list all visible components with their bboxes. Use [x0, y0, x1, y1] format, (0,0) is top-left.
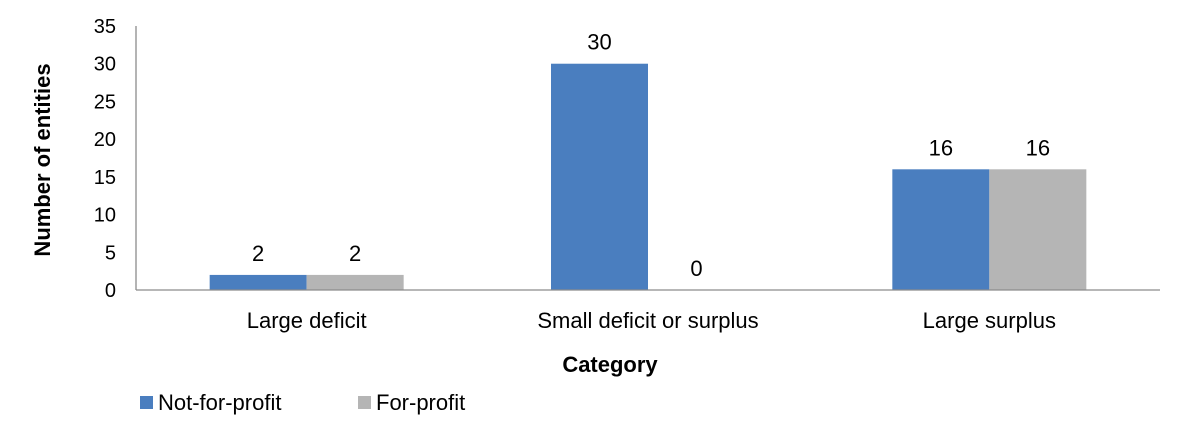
plot-area: 2 2 30 0 16 16 — [209, 30, 1087, 290]
x-axis-category-labels: Large deficit Small deficit or surplus Lar… — [247, 308, 1056, 333]
y-axis-title: Number of entities — [30, 63, 55, 256]
legend-label: Not-for-profit — [158, 390, 281, 415]
y-tick-label: 20 — [94, 129, 116, 151]
x-category-label: Small deficit or surplus — [537, 308, 758, 333]
data-label: 2 — [349, 241, 361, 266]
data-label: 0 — [690, 256, 702, 281]
x-category-label: Large surplus — [923, 308, 1056, 333]
bar — [989, 169, 1087, 290]
y-tick-label: 5 — [105, 242, 116, 264]
bar — [209, 274, 307, 290]
data-label: 2 — [252, 241, 264, 266]
y-tick-label: 25 — [94, 91, 116, 113]
data-label: 16 — [929, 135, 953, 160]
x-axis-title: Category — [562, 352, 658, 377]
bar — [306, 274, 404, 290]
y-tick-label: 30 — [94, 54, 116, 76]
x-category-label: Large deficit — [247, 308, 367, 333]
legend-swatch — [140, 396, 153, 409]
data-label: 16 — [1026, 135, 1050, 160]
y-tick-label: 10 — [94, 205, 116, 227]
y-axis-ticks: 0 5 10 15 20 25 30 35 — [94, 16, 116, 302]
legend-swatch — [358, 396, 371, 409]
data-label: 30 — [587, 30, 611, 55]
legend: Not-for-profit For-profit — [140, 390, 465, 415]
bar — [892, 169, 990, 290]
bar — [551, 63, 648, 290]
y-tick-label: 15 — [94, 167, 116, 189]
legend-label: For-profit — [376, 390, 465, 415]
y-tick-label: 0 — [105, 280, 116, 302]
y-tick-label: 35 — [94, 16, 116, 38]
